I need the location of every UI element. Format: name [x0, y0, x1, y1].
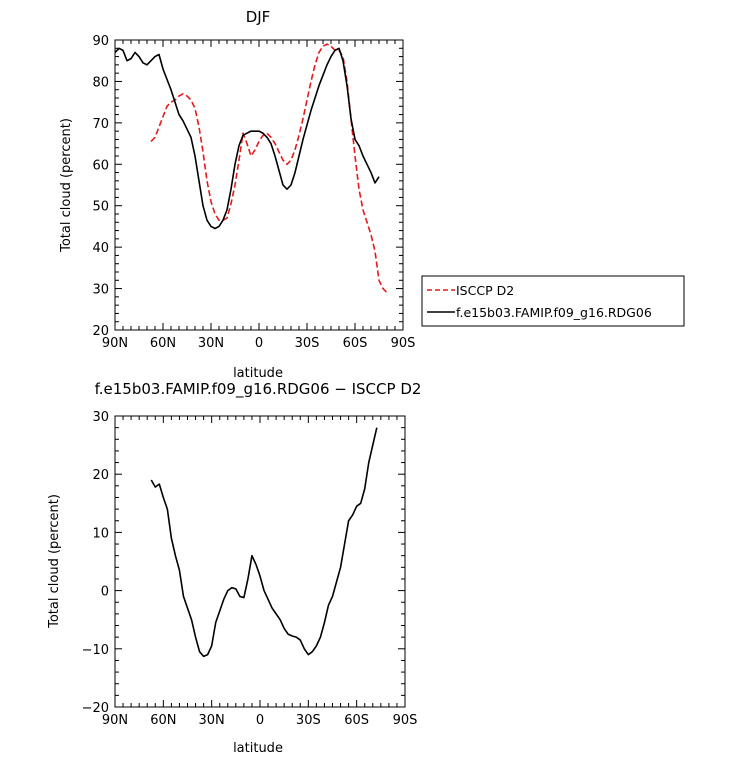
top-x-tick-label: 30S	[295, 336, 320, 351]
top-series-line-isccp	[150, 43, 388, 294]
bottom-series-line-difference	[150, 427, 378, 658]
top-panel-series	[114, 43, 388, 294]
bottom-x-tick-label: 60S	[344, 713, 369, 728]
top-y-tick-label: 80	[92, 75, 109, 90]
bottom-panel-frame	[114, 415, 406, 708]
bottom-y-tick-label: 30	[92, 410, 109, 425]
legend-label-isccp: ISCCP D2	[456, 283, 514, 298]
top-panel-ticks: 90N 60N 30N 0 30S 60S 90S 20 30 40 50 60 70 80 90	[92, 34, 415, 351]
top-x-tick-label: 60N	[150, 336, 176, 351]
bottom-x-tick-label: 90N	[102, 713, 128, 728]
top-x-tick-label: 60S	[343, 336, 368, 351]
top-y-tick-label: 90	[92, 34, 109, 49]
top-x-tick-label: 90S	[391, 336, 416, 351]
bottom-panel-ticks: 90N 60N 30N 0 30S 60S 90S −20 −10 0 10 20 30	[82, 410, 418, 728]
bottom-panel-x-axis-label: latitude	[233, 741, 283, 756]
top-y-tick-label: 70	[92, 117, 109, 132]
legend-box	[421, 275, 685, 327]
bottom-panel-series	[150, 427, 378, 658]
bottom-panel-title: f.e15b03.FAMIP.f09_g16.RDG06 − ISCCP D2	[95, 380, 422, 399]
legend-label-model: f.e15b03.FAMIP.f09_g16.RDG06	[456, 305, 652, 320]
top-x-tick-label: 30N	[198, 336, 224, 351]
legend: ISCCP D2 f.e15b03.FAMIP.f09_g16.RDG06	[421, 275, 685, 327]
top-y-tick-label: 30	[92, 283, 109, 298]
bottom-x-tick-label: 0	[256, 713, 264, 728]
top-x-tick-label: 0	[255, 336, 263, 351]
top-panel-y-axis-label: Total cloud (percent)	[59, 118, 74, 253]
bottom-y-tick-label: −10	[82, 643, 109, 658]
top-y-tick-label: 40	[92, 241, 109, 256]
bottom-x-tick-label: 30S	[296, 713, 321, 728]
top-y-tick-label: 60	[92, 158, 109, 173]
bottom-y-tick-label: 0	[101, 585, 109, 600]
bottom-y-tick-label: 10	[92, 526, 109, 541]
top-panel-frame	[114, 39, 404, 331]
top-panel: DJF 90N 60N 30N 0 30S 60S 90S2030405060708090 …	[59, 8, 415, 381]
bottom-panel: f.e15b03.FAMIP.f09_g16.RDG06 − ISCCP D2 …	[47, 380, 421, 756]
bottom-x-tick-label: 60N	[150, 713, 176, 728]
bottom-y-tick-label: −20	[82, 701, 109, 716]
top-y-tick-label: 50	[92, 200, 109, 215]
top-panel-x-axis-label: latitude	[233, 366, 283, 381]
bottom-panel-y-axis-label: Total cloud (percent)	[47, 494, 62, 629]
bottom-y-tick-label: 20	[92, 468, 109, 483]
top-panel-title: DJF	[246, 8, 271, 26]
top-y-tick-label: 20	[92, 324, 109, 339]
bottom-x-tick-label: 30N	[199, 713, 225, 728]
bottom-x-tick-label: 90S	[393, 713, 418, 728]
top-series-line-model	[114, 47, 380, 230]
top-x-tick-label: 90N	[102, 336, 128, 351]
